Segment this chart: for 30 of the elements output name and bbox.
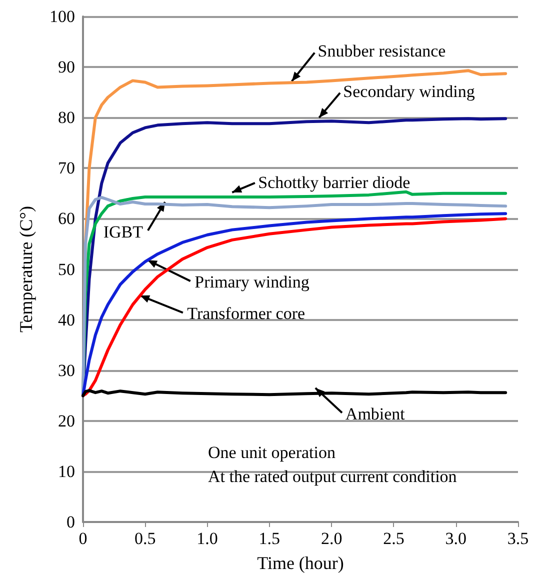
y-tick-label: 30 — [58, 360, 75, 380]
y-axis-title: Temperature (C°) — [16, 206, 36, 332]
y-tick-label: 10 — [58, 462, 75, 481]
annotation: IGBT — [103, 222, 144, 242]
x-tick-label: 0.5 — [134, 529, 156, 548]
y-tick-label: 90 — [58, 58, 75, 77]
x-axis-title: Time (hour) — [257, 553, 344, 573]
annotation: Transformer core — [187, 304, 306, 324]
x-tick-label: 0 — [78, 529, 88, 548]
y-tick-label: 40 — [58, 310, 75, 330]
x-tick-label: 3.0 — [445, 529, 466, 548]
annotation: At the rated output current condition — [208, 467, 458, 486]
x-tick-label: 3.5 — [507, 529, 529, 548]
x-tick-label: 1.5 — [258, 529, 280, 548]
y-tick-label: 100 — [50, 7, 75, 26]
annotation: One unit operation — [208, 443, 336, 462]
y-tick-label: 60 — [58, 209, 75, 228]
x-tick-label: 2.0 — [320, 529, 342, 548]
y-tick-label: 20 — [58, 411, 75, 430]
annotation: Secondary winding — [343, 82, 476, 102]
x-tick-label: 1.0 — [196, 529, 218, 548]
annotation: Ambient — [345, 404, 406, 424]
y-tick-label: 0 — [66, 512, 75, 532]
annotation: Schottky barrier diode — [258, 172, 410, 192]
x-tick-label: 2.5 — [383, 529, 404, 548]
y-tick-label: 80 — [58, 108, 75, 128]
annotation: Snubber resistance — [318, 42, 446, 61]
annotation: Primary winding — [194, 272, 310, 292]
y-tick-label: 50 — [58, 260, 75, 279]
y-tick-label: 70 — [58, 158, 75, 178]
